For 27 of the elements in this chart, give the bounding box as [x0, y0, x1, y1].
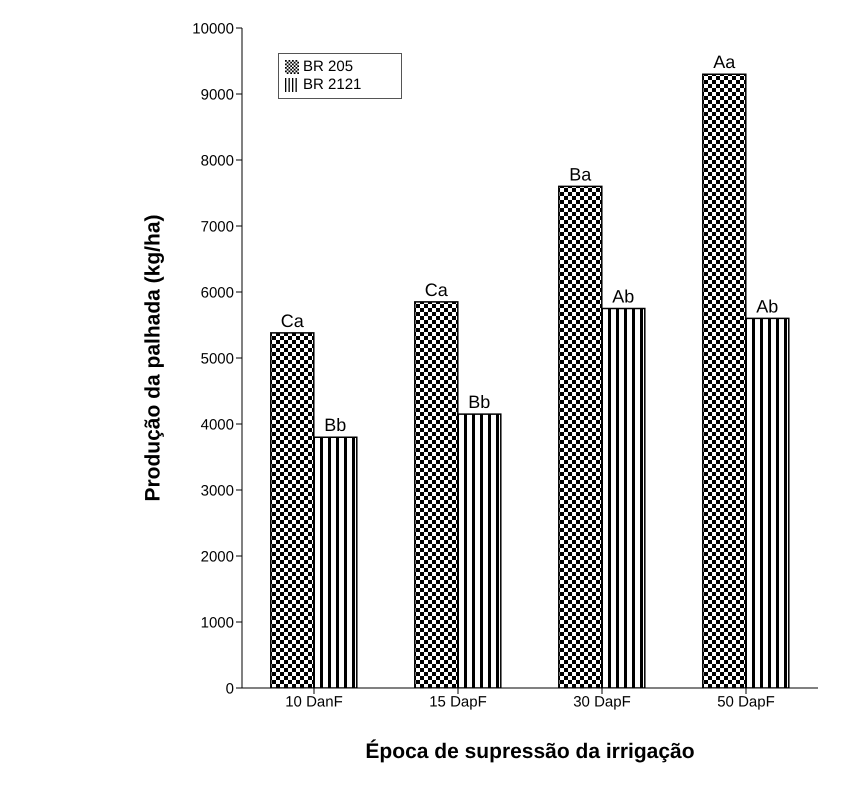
legend-label: BR 205 [303, 58, 354, 75]
data-label: Ba [569, 164, 592, 184]
y-tick-label: 3000 [200, 482, 234, 500]
y-tick-label: 2000 [200, 548, 234, 566]
y-tick-label: 7000 [200, 218, 234, 236]
y-tick-label: 8000 [200, 152, 234, 170]
y-tick-label: 5000 [200, 350, 234, 368]
x-tick-label: 30 DapF [573, 694, 631, 711]
y-tick-label: 0 [226, 680, 234, 698]
legend-label: BR 2121 [303, 76, 362, 93]
x-axis-title: Época de supressão da irrigação [365, 739, 695, 763]
data-label: Ca [424, 280, 449, 300]
data-label: Bb [324, 415, 346, 436]
y-tick-label: 4000 [200, 416, 234, 434]
y-tick-label: 10000 [192, 20, 234, 38]
y-tick-label: 9000 [200, 86, 234, 104]
data-label: Ca [280, 310, 305, 331]
data-label: Ab [756, 296, 778, 316]
x-tick-label: 50 DapF [717, 694, 775, 711]
x-tick-label: 10 DanF [285, 694, 343, 711]
data-label: Bb [468, 392, 490, 412]
y-tick-label: 1000 [200, 614, 234, 632]
x-tick-label: 15 DapF [429, 694, 487, 711]
data-label: Aa [713, 52, 736, 72]
y-axis-title: Produção da palhada (kg/ha) [141, 214, 164, 502]
y-tick-label: 6000 [200, 284, 234, 302]
data-label: Ab [612, 286, 634, 306]
